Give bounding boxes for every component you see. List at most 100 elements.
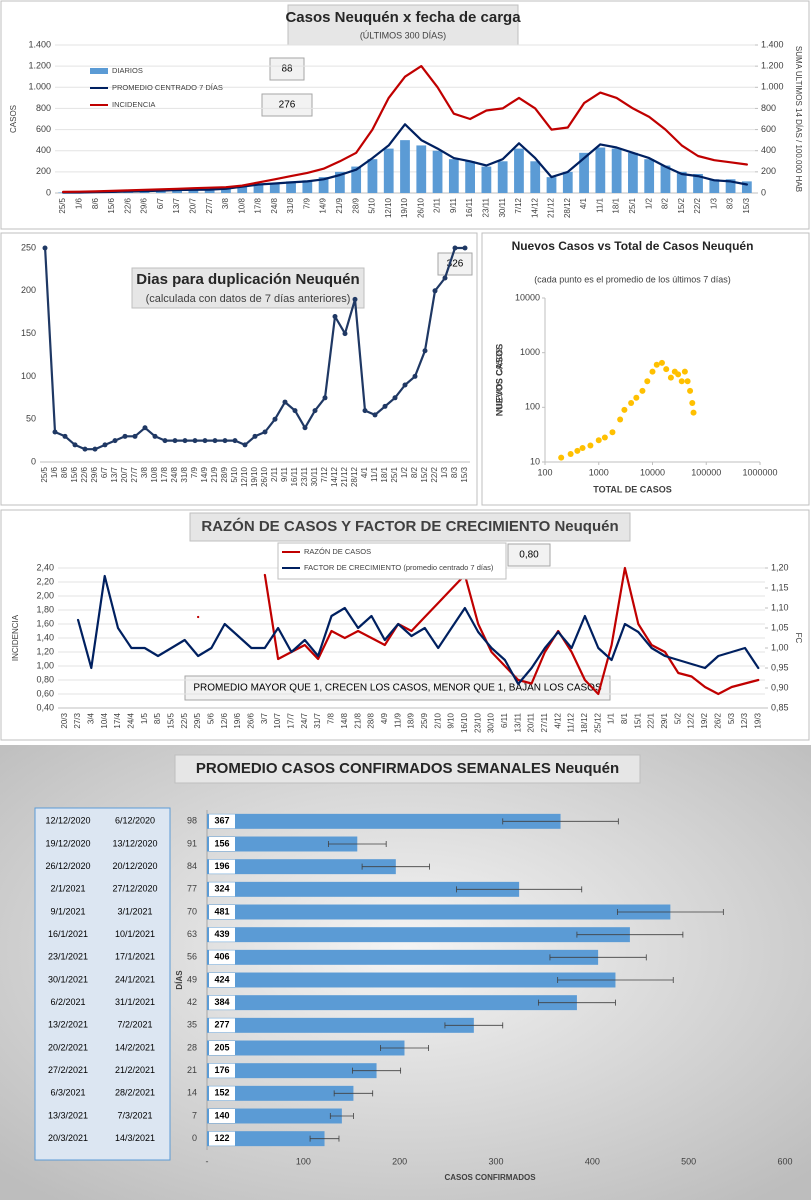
x-tick-label: 28/8 [367, 712, 376, 728]
x-tick-label: 16/11 [290, 466, 299, 486]
marker [412, 373, 418, 379]
y-axis-label: NUEVOS CASOS [495, 348, 504, 412]
date-cell: 6/12/2020 [115, 816, 155, 826]
legend-label: RAZÓN DE CASOS [304, 547, 371, 556]
marker [272, 416, 278, 422]
x-tick-label: 30/11 [498, 197, 507, 217]
bar [514, 148, 524, 193]
x-tick-label: 17/8 [254, 197, 263, 213]
bar [221, 188, 231, 193]
x-tick-label: 6/11 [500, 712, 509, 728]
point [621, 406, 628, 413]
x-tick-label: 2/10 [433, 712, 442, 728]
x-tick-label: 18/9 [407, 712, 416, 728]
marker [102, 442, 108, 448]
marker [352, 296, 358, 302]
date-cell: 14/3/2021 [115, 1133, 155, 1143]
x-tick-label: 20/3 [60, 712, 69, 728]
x-tick-label: 15/3 [460, 466, 469, 482]
bar [207, 881, 520, 897]
date-cell: 10/1/2021 [115, 929, 155, 939]
date-cell: 31/1/2021 [115, 997, 155, 1007]
legend-label: DIARIOS [112, 66, 143, 75]
x-tick-label: 29/1 [660, 712, 669, 728]
bar [318, 177, 329, 193]
marker [92, 446, 98, 452]
error-bar [380, 1045, 429, 1051]
annotation: 88 [281, 64, 293, 75]
x-tick-label: 25/1 [390, 466, 399, 482]
point [567, 451, 574, 458]
bar [237, 186, 248, 193]
y2-tick-label: 800 [761, 103, 776, 113]
y-tick-label: 1.200 [28, 61, 51, 71]
annotation: 0,80 [519, 550, 539, 561]
x-tick-label: 15/6 [70, 466, 79, 482]
x-tick-label: 21/9 [210, 466, 219, 482]
date-cell: 20/2/2021 [48, 1042, 88, 1052]
x-tick-label: 17/7 [287, 712, 296, 728]
y-tick-label: 91 [187, 838, 197, 848]
y-tick-label: 150 [21, 328, 36, 338]
y2-tick-label: 1,15 [771, 582, 789, 592]
y-tick-label: 400 [36, 145, 51, 155]
error-bar [537, 999, 616, 1006]
x-tick-label: 7/12 [320, 466, 329, 482]
error-bar [557, 977, 674, 983]
point [653, 361, 660, 368]
date-cell: 30/1/2021 [48, 974, 88, 984]
x-tick-label: 15/2 [677, 197, 686, 213]
marker [192, 438, 198, 444]
value-label-box [209, 1063, 235, 1078]
x-tick-label: 27/11 [540, 712, 549, 732]
date-cell: 9/1/2021 [50, 906, 85, 916]
x-tick-label: 21/12 [547, 197, 556, 218]
x-tick-label: 21/9 [335, 197, 344, 213]
y-tick-label: 800 [36, 103, 51, 113]
y-tick-label: 2,20 [36, 576, 54, 586]
bar [207, 1063, 377, 1079]
x-tick-label: 15/1 [633, 712, 642, 728]
bar [207, 1131, 325, 1147]
date-cell: 20/12/2020 [112, 861, 157, 871]
x-tick-label: 300 [488, 1156, 503, 1166]
x-tick-label: 12/6 [220, 712, 229, 728]
x-tick-label: 200 [392, 1156, 407, 1166]
bar [611, 148, 622, 193]
bar [204, 189, 215, 193]
x-tick-label: 11/1 [370, 466, 379, 482]
marker [462, 245, 468, 251]
legend-label: INCIDENCIA [112, 100, 155, 109]
bar [448, 159, 459, 193]
x-tick-label: 14/12 [530, 197, 539, 218]
x-tick-label: 31/8 [180, 466, 189, 482]
x-tick-label: 9/11 [449, 197, 458, 213]
value-label-box [209, 973, 235, 987]
value-label-box [209, 1018, 235, 1033]
bar [432, 150, 443, 193]
chart-subtitle: (ÚLTIMOS 300 DÍAS) [360, 30, 446, 40]
marker [382, 403, 388, 409]
x-tick-label: 8/5 [153, 712, 162, 724]
x-tick-label: 25/5 [40, 466, 49, 482]
y-tick-label: 10 [530, 456, 540, 466]
x-tick-label: 27/3 [73, 712, 82, 728]
value-label: 152 [214, 1088, 229, 1098]
y2-tick-label: 0,85 [771, 702, 789, 712]
x-axis-label: CASOS CONFIRMADOS [444, 1173, 536, 1182]
value-label-box [209, 837, 235, 851]
x-tick-label: 10/8 [150, 466, 159, 482]
value-label-box [209, 950, 235, 965]
y-tick-label: 100 [525, 402, 540, 412]
error-bar [549, 954, 647, 961]
x-tick-label: 5/6 [207, 712, 216, 724]
date-cell: 12/12/2020 [45, 816, 90, 826]
x-tick-label: 28/9 [220, 466, 229, 482]
y-tick-label: 250 [21, 242, 36, 252]
x-tick-label: 22/6 [123, 197, 132, 213]
x-tick-label: 21/8 [353, 712, 362, 728]
point [690, 409, 697, 416]
point [667, 374, 674, 381]
y-tick-label: 1,20 [36, 646, 54, 656]
point [574, 447, 581, 454]
